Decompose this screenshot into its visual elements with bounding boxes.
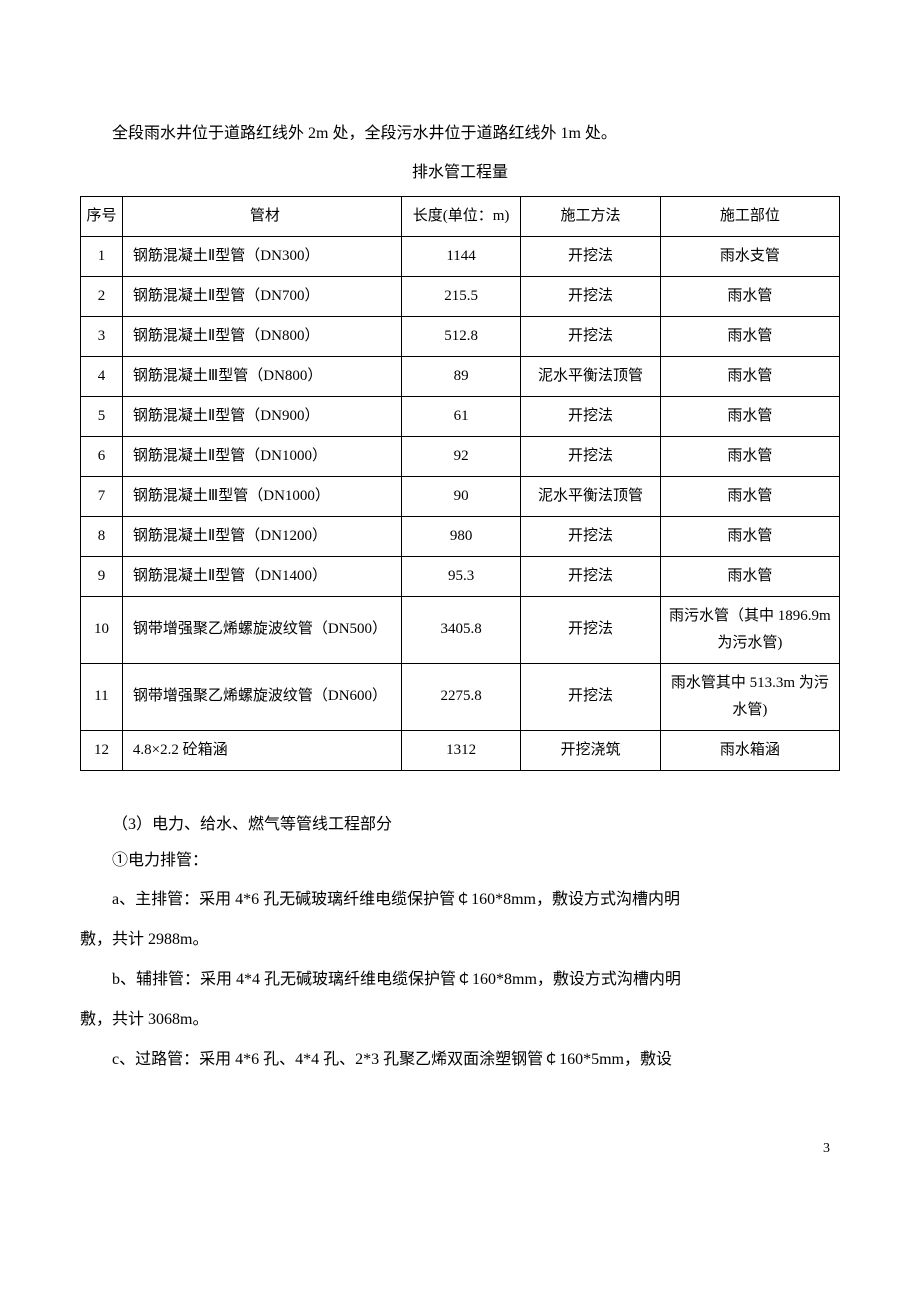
cell-location: 雨水管其中 513.3m 为污水管) <box>660 663 839 730</box>
cell-method: 泥水平衡法顶管 <box>521 356 660 396</box>
cell-location: 雨水箱涵 <box>660 730 839 770</box>
cell-material: 4.8×2.2 砼箱涵 <box>122 730 401 770</box>
drainage-table: 序号 管材 长度(单位：m) 施工方法 施工部位 1钢筋混凝土Ⅱ型管（DN300… <box>80 196 840 771</box>
cell-location: 雨水管 <box>660 276 839 316</box>
cell-method: 开挖法 <box>521 276 660 316</box>
table-row: 124.8×2.2 砼箱涵1312开挖浇筑雨水箱涵 <box>81 730 840 770</box>
header-method: 施工方法 <box>521 196 660 236</box>
table-row: 1钢筋混凝土Ⅱ型管（DN300）1144开挖法雨水支管 <box>81 236 840 276</box>
cell-location: 雨水管 <box>660 476 839 516</box>
cell-length: 95.3 <box>401 556 521 596</box>
table-row: 3钢筋混凝土Ⅱ型管（DN800）512.8开挖法雨水管 <box>81 316 840 356</box>
para-b-line2: 敷，共计 3068m。 <box>80 1004 840 1036</box>
cell-method: 开挖法 <box>521 596 660 663</box>
cell-material: 钢带增强聚乙烯螺旋波纹管（DN600） <box>122 663 401 730</box>
cell-location: 雨水管 <box>660 316 839 356</box>
cell-material: 钢筋混凝土Ⅱ型管（DN1000） <box>122 436 401 476</box>
cell-length: 2275.8 <box>401 663 521 730</box>
cell-seq: 6 <box>81 436 123 476</box>
cell-method: 开挖法 <box>521 663 660 730</box>
header-location: 施工部位 <box>660 196 839 236</box>
cell-seq: 10 <box>81 596 123 663</box>
sub-1-heading: ①电力排管： <box>80 847 840 876</box>
cell-length: 61 <box>401 396 521 436</box>
cell-seq: 4 <box>81 356 123 396</box>
cell-material: 钢筋混凝土Ⅲ型管（DN800） <box>122 356 401 396</box>
header-length: 长度(单位：m) <box>401 196 521 236</box>
cell-material: 钢筋混凝土Ⅱ型管（DN900） <box>122 396 401 436</box>
cell-location: 雨污水管（其中 1896.9m 为污水管) <box>660 596 839 663</box>
cell-seq: 11 <box>81 663 123 730</box>
cell-seq: 3 <box>81 316 123 356</box>
table-row: 4钢筋混凝土Ⅲ型管（DN800）89泥水平衡法顶管雨水管 <box>81 356 840 396</box>
table-row: 9钢筋混凝土Ⅱ型管（DN1400）95.3开挖法雨水管 <box>81 556 840 596</box>
cell-length: 89 <box>401 356 521 396</box>
intro-text: 全段雨水井位于道路红线外 2m 处，全段污水井位于道路红线外 1m 处。 <box>80 120 840 149</box>
para-b-line1: b、辅排管：采用 4*4 孔无碱玻璃纤维电缆保护管￠160*8mm，敷设方式沟槽… <box>80 964 840 996</box>
para-a-line2: 敷，共计 2988m。 <box>80 924 840 956</box>
table-header-row: 序号 管材 长度(单位：m) 施工方法 施工部位 <box>81 196 840 236</box>
cell-seq: 9 <box>81 556 123 596</box>
cell-location: 雨水管 <box>660 556 839 596</box>
header-seq: 序号 <box>81 196 123 236</box>
cell-method: 开挖法 <box>521 556 660 596</box>
cell-method: 开挖法 <box>521 236 660 276</box>
section-3-heading: （3）电力、给水、燃气等管线工程部分 <box>80 811 840 840</box>
table-row: 10钢带增强聚乙烯螺旋波纹管（DN500）3405.8开挖法雨污水管（其中 18… <box>81 596 840 663</box>
cell-length: 980 <box>401 516 521 556</box>
cell-method: 开挖法 <box>521 396 660 436</box>
table-title: 排水管工程量 <box>80 159 840 188</box>
cell-material: 钢筋混凝土Ⅱ型管（DN1400） <box>122 556 401 596</box>
header-material: 管材 <box>122 196 401 236</box>
cell-seq: 7 <box>81 476 123 516</box>
page-number: 3 <box>80 1136 840 1161</box>
cell-length: 512.8 <box>401 316 521 356</box>
cell-material: 钢筋混凝土Ⅱ型管（DN300） <box>122 236 401 276</box>
cell-method: 开挖法 <box>521 516 660 556</box>
table-row: 5钢筋混凝土Ⅱ型管（DN900）61开挖法雨水管 <box>81 396 840 436</box>
cell-method: 泥水平衡法顶管 <box>521 476 660 516</box>
cell-location: 雨水管 <box>660 516 839 556</box>
cell-seq: 12 <box>81 730 123 770</box>
cell-length: 1312 <box>401 730 521 770</box>
cell-location: 雨水管 <box>660 356 839 396</box>
cell-material: 钢筋混凝土Ⅱ型管（DN1200） <box>122 516 401 556</box>
cell-method: 开挖浇筑 <box>521 730 660 770</box>
cell-location: 雨水管 <box>660 436 839 476</box>
table-row: 11钢带增强聚乙烯螺旋波纹管（DN600）2275.8开挖法雨水管其中 513.… <box>81 663 840 730</box>
cell-method: 开挖法 <box>521 436 660 476</box>
cell-location: 雨水支管 <box>660 236 839 276</box>
cell-material: 钢筋混凝土Ⅱ型管（DN800） <box>122 316 401 356</box>
para-a-line1: a、主排管：采用 4*6 孔无碱玻璃纤维电缆保护管￠160*8mm，敷设方式沟槽… <box>80 884 840 916</box>
para-c: c、过路管：采用 4*6 孔、4*4 孔、2*3 孔聚乙烯双面涂塑钢管￠160*… <box>80 1044 840 1076</box>
cell-length: 215.5 <box>401 276 521 316</box>
cell-length: 92 <box>401 436 521 476</box>
cell-length: 1144 <box>401 236 521 276</box>
table-row: 6钢筋混凝土Ⅱ型管（DN1000）92开挖法雨水管 <box>81 436 840 476</box>
cell-length: 3405.8 <box>401 596 521 663</box>
table-row: 2钢筋混凝土Ⅱ型管（DN700）215.5开挖法雨水管 <box>81 276 840 316</box>
cell-method: 开挖法 <box>521 316 660 356</box>
cell-seq: 1 <box>81 236 123 276</box>
cell-length: 90 <box>401 476 521 516</box>
table-row: 7钢筋混凝土Ⅲ型管（DN1000）90泥水平衡法顶管雨水管 <box>81 476 840 516</box>
cell-material: 钢筋混凝土Ⅲ型管（DN1000） <box>122 476 401 516</box>
cell-seq: 5 <box>81 396 123 436</box>
cell-material: 钢带增强聚乙烯螺旋波纹管（DN500） <box>122 596 401 663</box>
cell-seq: 8 <box>81 516 123 556</box>
cell-location: 雨水管 <box>660 396 839 436</box>
cell-seq: 2 <box>81 276 123 316</box>
cell-material: 钢筋混凝土Ⅱ型管（DN700） <box>122 276 401 316</box>
table-row: 8钢筋混凝土Ⅱ型管（DN1200）980开挖法雨水管 <box>81 516 840 556</box>
